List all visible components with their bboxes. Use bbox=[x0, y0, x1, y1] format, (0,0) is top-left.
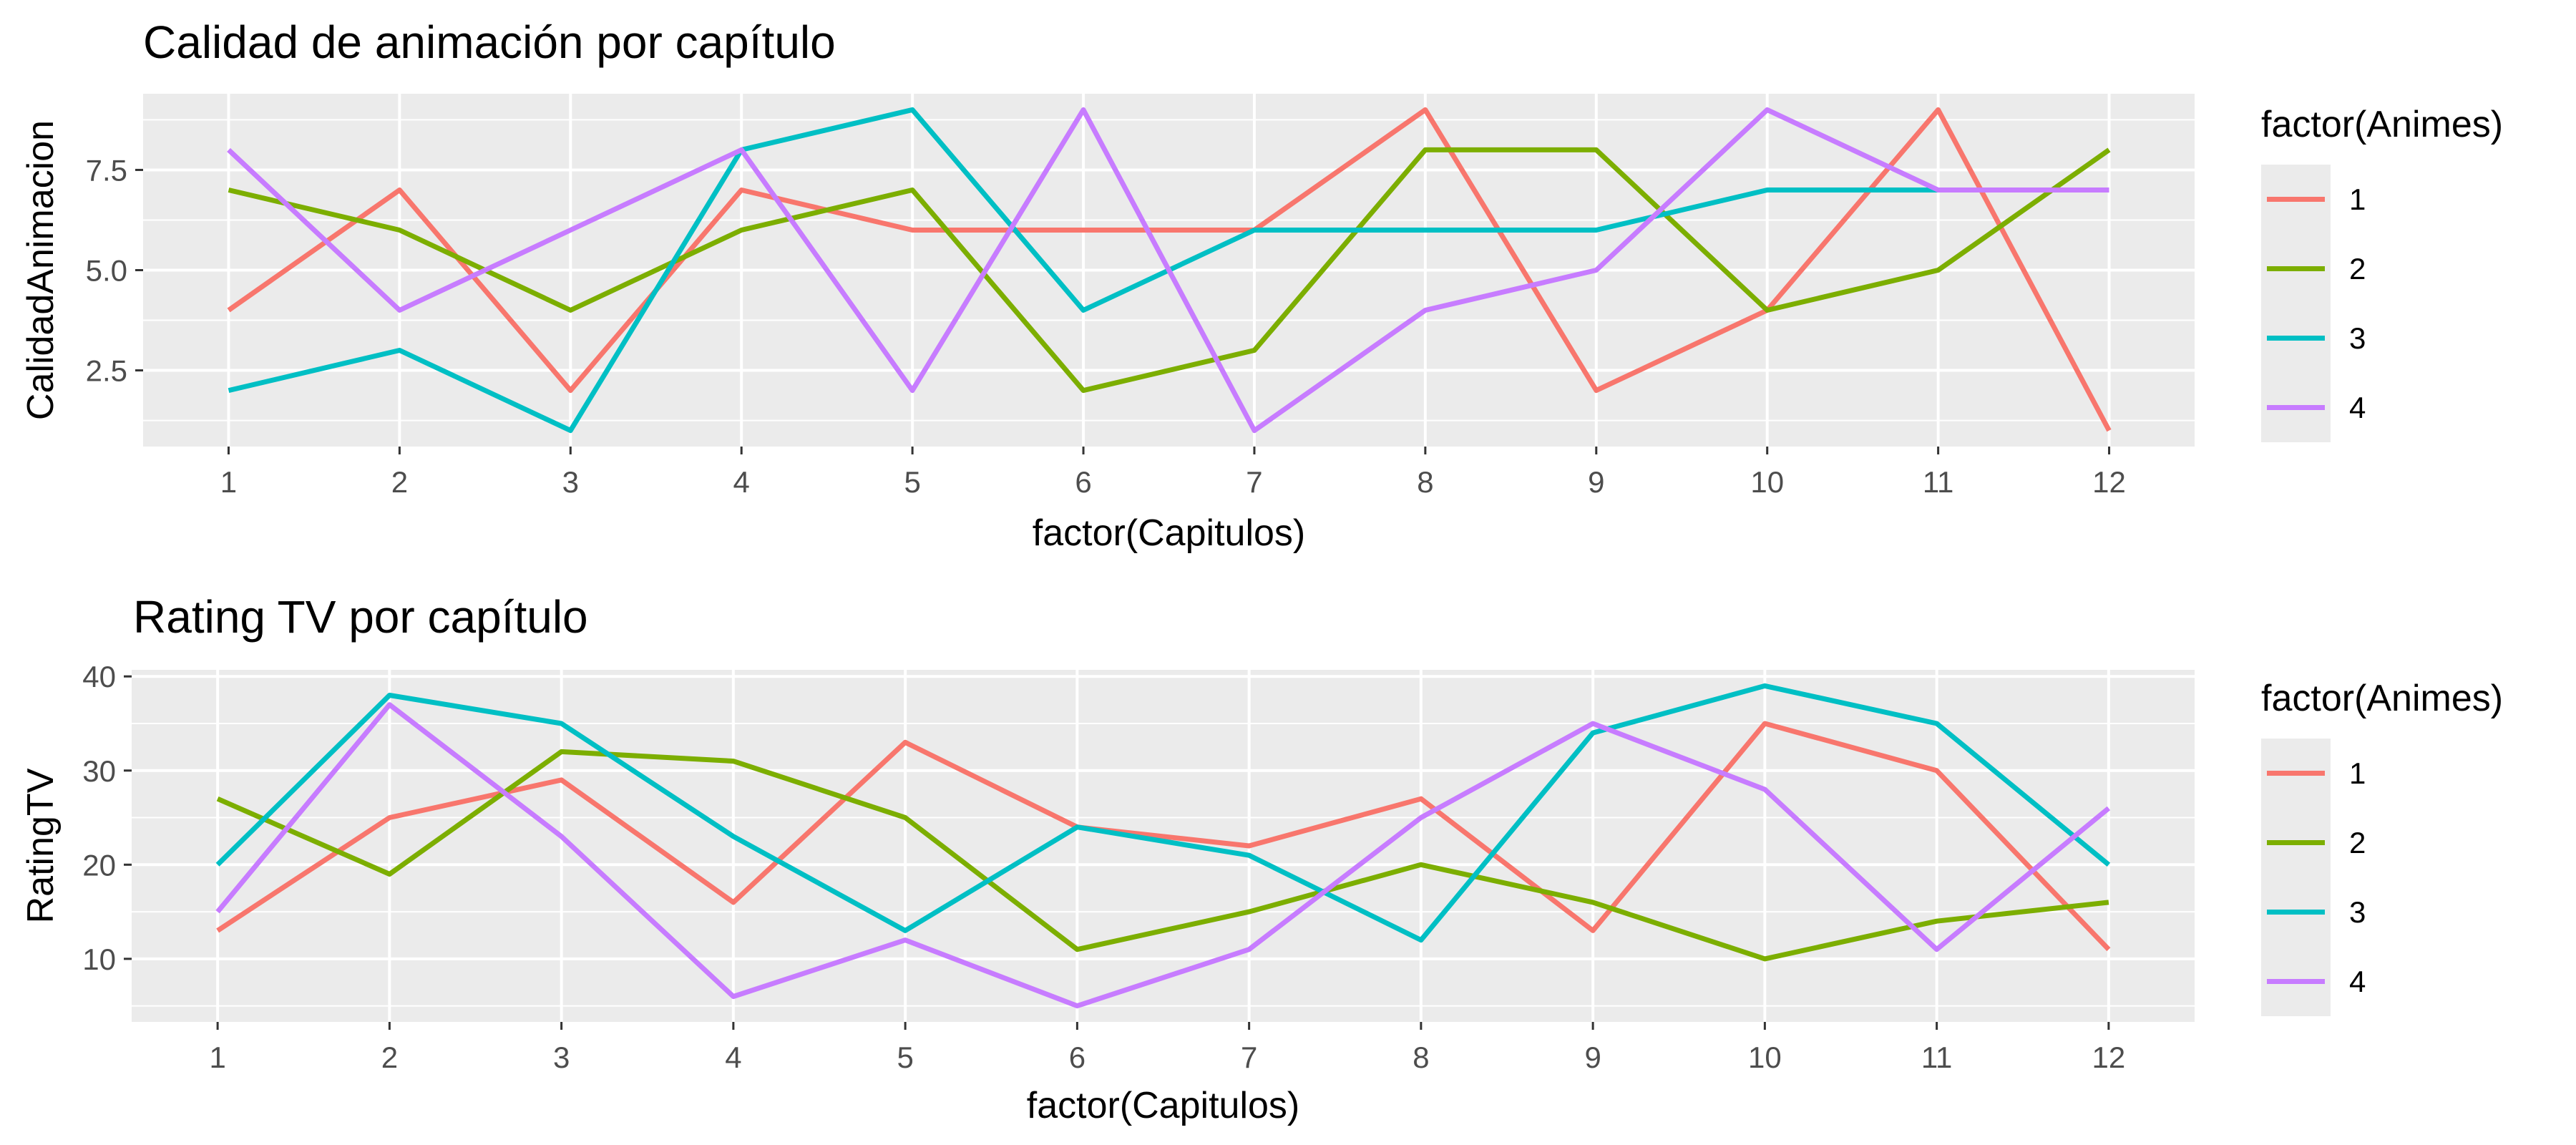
y-tick-label: 20 bbox=[82, 848, 116, 882]
plot-background bbox=[132, 670, 2195, 1022]
y-axis-title: CalidadAnimacion bbox=[20, 120, 62, 420]
y-axis-title: RatingTV bbox=[20, 768, 62, 923]
x-tick-label: 8 bbox=[1417, 465, 1433, 499]
x-tick-label: 3 bbox=[562, 465, 579, 499]
series-line-2 bbox=[216, 749, 2109, 962]
chart-title: Calidad de animación por capítulo bbox=[143, 16, 836, 68]
y-tick-label: 10 bbox=[82, 942, 116, 976]
x-tick-label: 8 bbox=[1413, 1041, 1429, 1074]
legend-label: 2 bbox=[2349, 826, 2366, 859]
legend-label: 1 bbox=[2349, 182, 2366, 216]
x-tick-label: 6 bbox=[1069, 1041, 1085, 1074]
x-tick-label: 3 bbox=[553, 1041, 570, 1074]
series-line-3 bbox=[215, 683, 2111, 943]
x-tick-label: 5 bbox=[904, 465, 920, 499]
x-axis-title: factor(Capitulos) bbox=[1027, 1085, 1299, 1126]
legend-label: 3 bbox=[2349, 321, 2366, 355]
y-tick-label: 7.5 bbox=[86, 153, 127, 187]
x-tick-label: 2 bbox=[391, 465, 408, 499]
x-tick-label: 4 bbox=[725, 1041, 741, 1074]
legend-title: factor(Animes) bbox=[2261, 104, 2503, 145]
x-tick-label: 4 bbox=[733, 465, 750, 499]
x-tick-label: 12 bbox=[2092, 1041, 2126, 1074]
x-tick-label: 1 bbox=[209, 1041, 225, 1074]
series-line-1 bbox=[216, 721, 2111, 952]
chart-calidad-animacion: Calidad de animación por capítulo 2.5 5.0 7… bbox=[20, 16, 2503, 554]
x-tick-label: 12 bbox=[2092, 465, 2126, 499]
x-tick-label: 10 bbox=[1750, 465, 1784, 499]
y-tick-label: 40 bbox=[82, 660, 116, 693]
x-tick-label: 7 bbox=[1246, 465, 1262, 499]
legend-label: 4 bbox=[2349, 965, 2366, 998]
y-tick-label: 2.5 bbox=[86, 354, 127, 388]
legend-title: factor(Animes) bbox=[2261, 678, 2503, 719]
y-tick-label: 30 bbox=[82, 754, 116, 788]
x-tick-label: 6 bbox=[1075, 465, 1091, 499]
x-tick-label: 2 bbox=[381, 1041, 398, 1074]
x-tick-label: 9 bbox=[1584, 1041, 1601, 1074]
x-tick-label: 11 bbox=[1923, 465, 1954, 499]
x-tick-label: 5 bbox=[897, 1041, 913, 1074]
legend-label: 4 bbox=[2349, 391, 2366, 424]
series-line-2 bbox=[228, 147, 2111, 394]
x-tick-label: 10 bbox=[1748, 1041, 1782, 1074]
series-line-4 bbox=[227, 107, 2109, 434]
x-tick-label: 7 bbox=[1241, 1041, 1257, 1074]
chart-title: Rating TV por capítulo bbox=[133, 591, 588, 643]
series-line-1 bbox=[227, 107, 2112, 432]
series-line-4 bbox=[215, 702, 2111, 1009]
y-tick-label: 5.0 bbox=[86, 254, 127, 288]
legend-label: 1 bbox=[2349, 756, 2366, 790]
legend-label: 2 bbox=[2349, 252, 2366, 286]
x-tick-label: 1 bbox=[220, 465, 237, 499]
x-tick-label: 11 bbox=[1921, 1041, 1953, 1074]
legend-label: 3 bbox=[2349, 895, 2366, 929]
legend: factor(Animes) 1 2 3 4 bbox=[2261, 678, 2503, 1016]
legend: factor(Animes) 1 2 3 4 bbox=[2261, 104, 2503, 442]
x-tick-label: 9 bbox=[1588, 465, 1604, 499]
x-axis-title: factor(Capitulos) bbox=[1033, 512, 1305, 554]
